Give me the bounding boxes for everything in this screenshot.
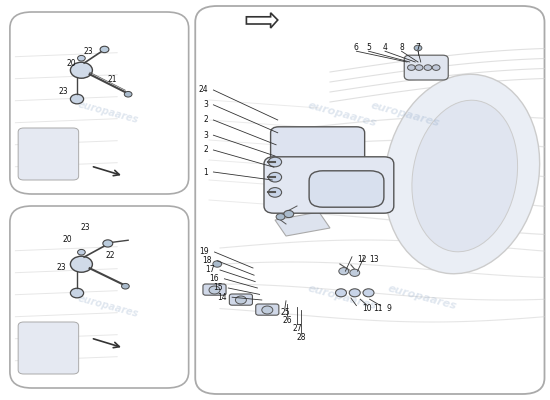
Circle shape <box>235 296 246 304</box>
Text: 13: 13 <box>370 256 379 264</box>
Circle shape <box>70 288 84 298</box>
Text: 6: 6 <box>354 44 359 52</box>
Circle shape <box>268 188 282 197</box>
FancyBboxPatch shape <box>18 322 79 374</box>
Circle shape <box>70 62 92 78</box>
Circle shape <box>268 157 282 167</box>
Text: 2: 2 <box>203 116 208 124</box>
Circle shape <box>284 210 294 218</box>
Circle shape <box>262 306 273 314</box>
Text: 15: 15 <box>213 284 223 292</box>
Circle shape <box>363 289 374 297</box>
Circle shape <box>122 284 129 289</box>
Ellipse shape <box>412 100 518 252</box>
Text: 26: 26 <box>282 316 292 325</box>
Text: 16: 16 <box>209 274 219 283</box>
Circle shape <box>408 65 415 70</box>
FancyBboxPatch shape <box>195 6 544 394</box>
Text: 9: 9 <box>386 304 391 313</box>
Circle shape <box>209 286 220 294</box>
Text: 2: 2 <box>203 146 208 154</box>
Circle shape <box>100 46 109 53</box>
Circle shape <box>350 269 360 276</box>
Circle shape <box>78 250 85 255</box>
Text: 21: 21 <box>108 76 118 84</box>
Text: 19: 19 <box>199 248 209 256</box>
Text: 7: 7 <box>416 44 420 52</box>
FancyBboxPatch shape <box>229 294 252 305</box>
Circle shape <box>213 261 222 267</box>
Text: europaares: europaares <box>306 101 378 129</box>
Text: 14: 14 <box>217 293 227 302</box>
Text: 23: 23 <box>58 88 68 96</box>
Circle shape <box>124 92 132 97</box>
Text: 24: 24 <box>198 86 208 94</box>
Ellipse shape <box>384 74 540 274</box>
Text: europaares: europaares <box>77 99 140 125</box>
FancyBboxPatch shape <box>18 128 79 180</box>
Text: 3: 3 <box>203 100 208 109</box>
Text: 12: 12 <box>358 256 367 264</box>
Circle shape <box>336 289 346 297</box>
Text: europaares: europaares <box>369 101 441 129</box>
Circle shape <box>349 289 360 297</box>
Text: 18: 18 <box>202 256 212 265</box>
FancyBboxPatch shape <box>271 127 365 171</box>
Polygon shape <box>246 13 278 28</box>
Text: 27: 27 <box>292 324 302 333</box>
Circle shape <box>78 56 85 61</box>
Circle shape <box>268 172 282 182</box>
Text: 10: 10 <box>362 304 372 313</box>
Circle shape <box>103 240 113 247</box>
Circle shape <box>414 45 422 51</box>
Text: europaares: europaares <box>387 283 458 311</box>
Text: 8: 8 <box>399 44 404 52</box>
Text: 1: 1 <box>203 168 208 176</box>
Text: 4: 4 <box>383 44 387 52</box>
Text: 11: 11 <box>373 304 382 313</box>
Text: 23: 23 <box>83 48 93 56</box>
Text: europaares: europaares <box>306 283 378 311</box>
FancyBboxPatch shape <box>10 12 189 194</box>
FancyBboxPatch shape <box>264 157 394 213</box>
Circle shape <box>415 65 423 70</box>
Text: 20: 20 <box>62 236 72 244</box>
Text: 17: 17 <box>205 266 214 274</box>
Circle shape <box>432 65 440 70</box>
Text: 23: 23 <box>57 264 67 272</box>
FancyBboxPatch shape <box>203 284 226 295</box>
Text: 22: 22 <box>105 251 115 260</box>
Text: 5: 5 <box>366 44 371 52</box>
Polygon shape <box>275 212 330 236</box>
FancyBboxPatch shape <box>404 55 448 80</box>
Text: 28: 28 <box>296 334 306 342</box>
Text: 20: 20 <box>67 60 76 68</box>
Circle shape <box>276 214 285 220</box>
FancyBboxPatch shape <box>10 206 189 388</box>
FancyBboxPatch shape <box>256 304 279 315</box>
Circle shape <box>70 256 92 272</box>
FancyBboxPatch shape <box>309 171 384 207</box>
Text: europaares: europaares <box>77 293 140 319</box>
Text: 25: 25 <box>280 308 290 317</box>
Circle shape <box>424 65 432 70</box>
Circle shape <box>339 268 349 275</box>
Circle shape <box>70 94 84 104</box>
Text: 3: 3 <box>203 131 208 140</box>
Text: 23: 23 <box>80 224 90 232</box>
